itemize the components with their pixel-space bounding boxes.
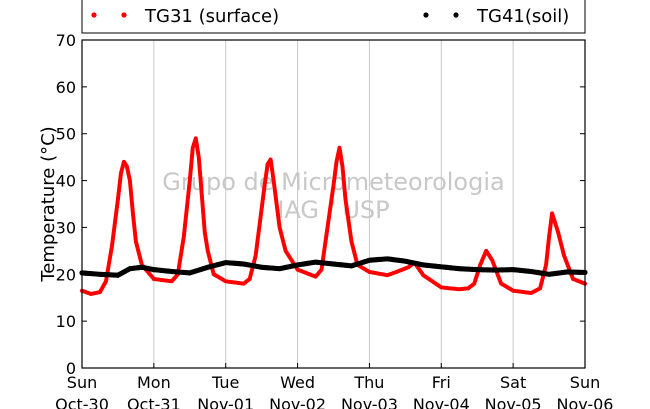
legend-label: TG31 (surface) [144, 6, 279, 27]
x-tick-day-label: Thu [353, 373, 384, 392]
y-axis: 0 10 20 30 40 50 60 70 [56, 31, 585, 378]
x-tick-day-label: Wed [280, 373, 315, 392]
y-tick-label: 50 [56, 125, 76, 144]
x-tick-day-label: Tue [211, 373, 239, 392]
legend-entry-1: TG31 (surface) [91, 6, 279, 27]
y-tick-label: 60 [56, 78, 76, 97]
x-axis: Sun Oct-30 Mon Oct-31 Tue Nov-01 Wed Nov-02 Thu N… [55, 363, 613, 409]
legend [81, 0, 586, 34]
watermark-text: IAG / USP [277, 196, 389, 224]
x-tick-day-label: Sat [500, 373, 526, 392]
series-1 [80, 136, 587, 296]
y-tick-label: 10 [56, 312, 76, 331]
y-tick-label: 70 [56, 31, 76, 50]
x-tick-day-label: Fri [432, 373, 451, 392]
legend-marker [453, 12, 459, 18]
x-tick-date-label: Nov-05 [485, 395, 542, 409]
x-tick-date-label: Oct-31 [127, 395, 181, 409]
x-tick-date-label: Nov-03 [341, 395, 398, 409]
x-tick-day-label: Sun [570, 373, 600, 392]
series-2 [79, 256, 588, 278]
legend-entry-2: TG41(soil) [423, 6, 569, 27]
y-tick-label: 40 [56, 172, 76, 191]
legend-label: TG41(soil) [476, 6, 569, 27]
legend-marker [121, 12, 127, 18]
y-tick-label: 0 [66, 359, 76, 378]
x-tick-date-label: Oct-30 [55, 395, 109, 409]
y-tick-label: 20 [56, 265, 76, 284]
x-tick-day-label: Sun [67, 373, 97, 392]
x-tick-date-label: Nov-02 [269, 395, 326, 409]
vertical-grid [153, 40, 514, 368]
legend-marker [91, 12, 97, 18]
x-tick-day-label: Mon [137, 373, 171, 392]
x-tick-date-label: Nov-04 [413, 395, 470, 409]
plot-frame [81, 39, 586, 369]
legend-marker [423, 12, 429, 18]
x-tick-date-label: Nov-06 [557, 395, 614, 409]
x-tick-date-label: Nov-01 [197, 395, 254, 409]
y-tick-label: 30 [56, 218, 76, 237]
y-axis-title: Temperature (°C) [38, 126, 59, 282]
